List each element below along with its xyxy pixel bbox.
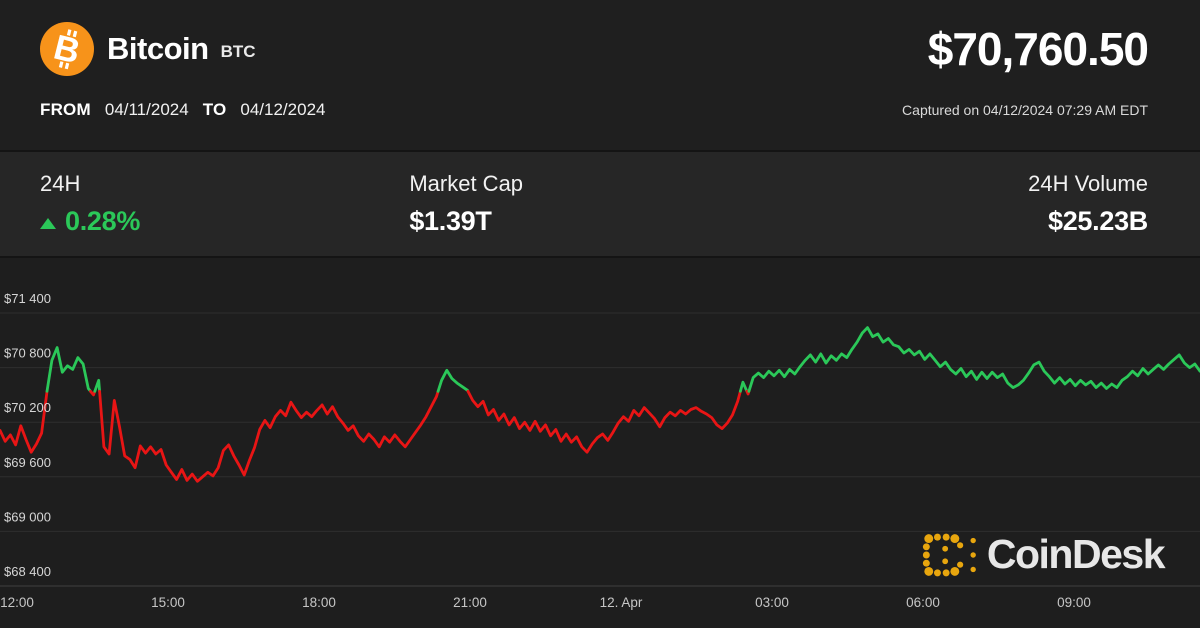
market-cap-value: $1.39T (409, 206, 492, 236)
price-line-up-segment (45, 346, 92, 393)
to-label: TO (202, 100, 227, 119)
current-price: $70,760.50 (927, 23, 1149, 75)
price-line-down-segment (466, 389, 742, 454)
header: B Bitcoin BTC $70,760.50 FROM 04/11/2024… (0, 0, 1200, 150)
x-axis-label: 15:00 (151, 595, 185, 610)
price-line-up-segment (747, 326, 1200, 393)
stat-24h-change: 24H 0.28% (40, 171, 409, 237)
stat-market-cap: Market Cap $1.39T (409, 171, 778, 237)
x-axis-label: 12:00 (0, 595, 34, 610)
price-line-chart: $71 400 $70 800 $70 200 $69 600 $69 000 $68 4… (0, 291, 1200, 610)
stats-bar: 24H 0.28% Market Cap $1.39T 24H Volume $… (0, 150, 1200, 258)
coin-symbol: BTC (220, 42, 256, 61)
x-axis-label: 21:00 (453, 595, 487, 610)
y-axis-label: $70 800 (4, 346, 51, 361)
up-arrow-icon (40, 217, 56, 229)
x-axis-label: 03:00 (755, 595, 789, 610)
stat-24h-volume: 24H Volume $25.23B (779, 171, 1148, 237)
y-axis-label: $71 400 (4, 291, 51, 306)
coin-name: Bitcoin (107, 31, 209, 66)
coindesk-logo-text: CoinDesk (986, 531, 1166, 577)
bitcoin-logo-icon: B (40, 22, 94, 76)
y-axis-label: $69 000 (4, 509, 51, 524)
coindesk-logo-icon (922, 533, 976, 576)
from-label: FROM (40, 100, 91, 119)
x-axis-label: 12. Apr (600, 595, 643, 610)
change-value: 0.28% (65, 206, 141, 236)
market-cap-label: Market Cap (409, 171, 524, 196)
price-line-up-segment (93, 378, 101, 393)
captured-timestamp: Captured on 04/12/2024 07:29 AM EDT (902, 102, 1148, 118)
price-line-up-segment (436, 368, 470, 393)
price-line-down-segment (0, 389, 49, 454)
price-line-up-segment (739, 380, 749, 393)
change-label: 24H (40, 171, 81, 196)
y-axis-label: $68 400 (4, 564, 51, 579)
x-axis-label: 18:00 (302, 595, 336, 610)
x-axis-label: 09:00 (1057, 595, 1091, 610)
volume-value: $25.23B (1048, 206, 1148, 236)
from-date: 04/11/2024 (104, 100, 189, 119)
y-axis-label: $69 600 (4, 455, 51, 470)
x-axis-label: 06:00 (906, 595, 940, 610)
to-date: 04/12/2024 (240, 100, 326, 119)
coindesk-watermark: CoinDesk (922, 531, 1166, 578)
volume-label: 24H Volume (1028, 171, 1148, 196)
price-chart: $71 400 $70 800 $70 200 $69 600 $69 000 $68 4… (0, 258, 1200, 628)
date-range: FROM 04/11/2024 TO 04/12/2024 (40, 100, 325, 120)
price-line-down-segment (98, 389, 440, 483)
coin-identity: B Bitcoin BTC (40, 22, 256, 76)
y-axis-label: $70 200 (4, 400, 51, 415)
